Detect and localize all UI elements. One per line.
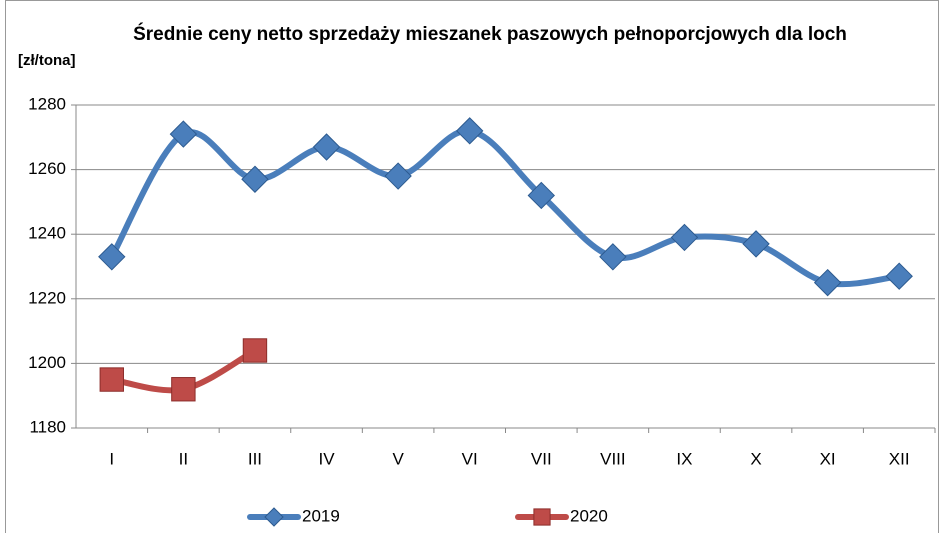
chart-frame — [5, 0, 939, 533]
data-point — [99, 367, 124, 392]
y-tick-label: 1240 — [28, 224, 66, 243]
data-point — [98, 243, 126, 271]
x-tick-label: III — [248, 449, 262, 468]
data-point — [312, 133, 341, 161]
data-point — [527, 181, 555, 210]
chart-title: Średnie ceny netto sprzedaży mieszanek p… — [133, 24, 847, 45]
y-tick-label: 1180 — [29, 417, 66, 436]
x-tick-label: X — [750, 449, 761, 468]
x-tick-label: IX — [676, 449, 692, 468]
legend-label: 2019 — [302, 506, 340, 525]
x-tick-label: II — [179, 449, 188, 468]
data-point — [241, 165, 269, 193]
data-point — [813, 268, 842, 297]
x-tick-label: I — [109, 449, 114, 468]
x-tick-label: IV — [319, 449, 336, 468]
data-point — [599, 243, 627, 271]
legend-label: 2020 — [570, 506, 608, 525]
x-tick-label: V — [392, 449, 404, 468]
data-point — [169, 120, 198, 148]
legend-marker — [533, 508, 551, 526]
data-point — [384, 162, 412, 190]
x-tick-label: VIII — [600, 449, 626, 468]
series-line — [108, 127, 903, 288]
data-point — [242, 338, 268, 363]
data-point — [456, 117, 484, 145]
x-tick-label: XII — [889, 449, 910, 468]
data-point — [885, 262, 913, 290]
x-tick-label: VII — [531, 449, 552, 468]
data-point — [670, 223, 699, 252]
data-point — [742, 230, 770, 258]
legend-marker — [264, 507, 284, 527]
y-tick-label: 1260 — [28, 159, 66, 178]
y-tick-label: 1280 — [28, 94, 66, 113]
y-axis-label: [zł/tona] — [18, 52, 76, 69]
y-tick-label: 1200 — [28, 353, 66, 372]
x-tick-label: VI — [462, 449, 478, 468]
y-tick-label: 1220 — [28, 288, 66, 307]
x-tick-label: XI — [820, 449, 836, 468]
data-point — [171, 377, 196, 402]
